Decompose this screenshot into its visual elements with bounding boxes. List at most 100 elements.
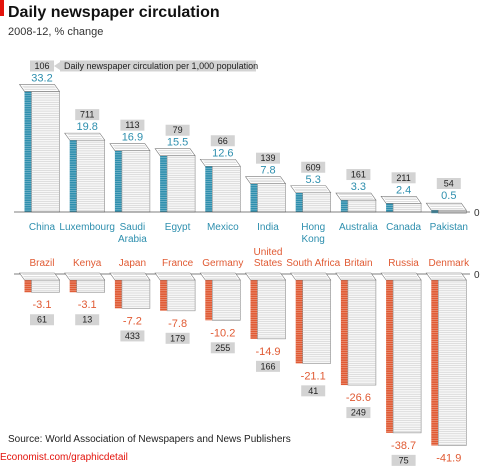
category-label: Hong	[301, 222, 325, 233]
bar-down-9	[425, 272, 467, 446]
category-label: Germany	[202, 258, 243, 269]
per-1000-value: 179	[170, 333, 185, 343]
category-label: Britain	[344, 258, 372, 269]
per-1000-badge	[165, 332, 190, 344]
category-label: Japan	[119, 258, 146, 269]
value-label: 3.3	[351, 181, 366, 193]
value-label: 7.8	[260, 165, 275, 177]
category-label: Saudi	[120, 222, 146, 233]
bar-down-7	[335, 272, 377, 386]
per-1000-value: 711	[80, 110, 94, 120]
value-label: 5.3	[306, 174, 321, 186]
category-label: Pakistan	[430, 222, 468, 233]
category-label: Australia	[339, 222, 378, 233]
per-1000-value: 113	[125, 120, 139, 130]
per-1000-value: 211	[396, 173, 410, 183]
baseline-zero-lower: 0	[474, 270, 480, 281]
per-1000-badge	[165, 124, 190, 136]
category-label: Mexico	[207, 222, 239, 233]
per-1000-badge	[301, 385, 326, 397]
per-1000-value: 41	[308, 386, 318, 396]
category-label: Kenya	[73, 258, 102, 269]
value-label: 16.9	[122, 132, 143, 144]
chart-title: Daily newspaper circulation	[8, 4, 220, 21]
category-label: Russia	[388, 258, 419, 269]
per-1000-badge	[120, 330, 145, 342]
chart-subtitle: 2008-12, % change	[8, 26, 104, 38]
per-1000-badge	[75, 109, 100, 121]
per-1000-value: 66	[218, 136, 228, 146]
category-label: Egypt	[165, 222, 191, 233]
category-label: Kong	[302, 234, 325, 245]
per-1000-value: 75	[399, 455, 409, 465]
per-1000-badge	[346, 407, 371, 419]
per-1000-value: 79	[173, 125, 183, 135]
per-1000-badge	[256, 360, 280, 372]
bar-down-2	[109, 272, 151, 309]
value-label: 2.4	[396, 184, 411, 196]
value-label: -41.9	[436, 453, 461, 465]
bar-down-4	[199, 272, 241, 321]
value-label: 0.5	[441, 190, 456, 202]
value-label: 33.2	[31, 72, 52, 84]
category-label: Arabia	[118, 234, 147, 245]
per-1000-value: 139	[260, 153, 275, 163]
source-note: Source: World Association of Newspapers …	[8, 434, 291, 445]
legend-badge	[60, 60, 256, 72]
bar-up-4	[199, 158, 241, 213]
value-label: 15.5	[167, 137, 188, 149]
per-1000-badge	[301, 161, 326, 173]
bar-up-7	[335, 192, 377, 213]
brand-red-mark	[0, 0, 4, 16]
bar-down-5	[244, 272, 287, 340]
bar-up-3	[154, 148, 196, 213]
per-1000-value: 249	[351, 408, 366, 418]
per-1000-badge	[30, 314, 54, 326]
per-1000-value: 166	[260, 361, 275, 371]
legend-label: Daily newspaper circulation per 1,000 po…	[64, 61, 258, 71]
category-label: Brazil	[29, 258, 54, 269]
bar-up-1	[64, 132, 106, 213]
credit-link[interactable]: Economist.com/graphicdetail	[0, 452, 128, 463]
per-1000-value: 433	[125, 331, 140, 341]
category-label: Luxembourg	[59, 222, 115, 233]
bar-up-5	[244, 176, 287, 213]
per-1000-badge	[391, 172, 416, 184]
legend-pointer	[54, 61, 60, 70]
per-1000-badge	[210, 135, 235, 147]
per-1000-value: 54	[444, 179, 454, 189]
per-1000-value: 161	[351, 170, 366, 180]
category-label: Denmark	[429, 258, 471, 269]
per-1000-value: 609	[306, 162, 321, 172]
bar-down-8	[380, 272, 422, 434]
bar-up-2	[109, 143, 151, 213]
value-label: -3.1	[33, 299, 52, 311]
per-1000-badge	[120, 119, 145, 131]
bar-up-8	[380, 195, 422, 213]
category-label: Canada	[386, 222, 421, 233]
bar-down-0	[18, 272, 61, 293]
category-label: South Africa	[286, 258, 340, 269]
per-1000-value: 255	[215, 343, 230, 353]
value-label: -26.6	[346, 392, 371, 404]
category-label: France	[162, 258, 194, 269]
value-label: -38.7	[391, 440, 416, 452]
bar-down-3	[154, 272, 196, 312]
baseline-zero-upper: 0	[474, 208, 480, 219]
category-label: States	[254, 258, 282, 269]
per-1000-badge	[436, 178, 461, 189]
value-label: -21.1	[301, 370, 326, 382]
bar-up-0	[18, 84, 61, 213]
per-1000-value: 13	[82, 315, 92, 325]
value-label: -10.2	[210, 327, 235, 339]
bar-up-6	[290, 185, 332, 213]
per-1000-badge	[210, 342, 235, 354]
value-label: -7.2	[123, 315, 142, 327]
bar-down-6	[290, 272, 332, 364]
per-1000-badge	[346, 169, 371, 181]
per-1000-badge	[75, 314, 100, 326]
per-1000-value: 61	[37, 315, 47, 325]
category-label: China	[29, 222, 56, 233]
bar-down-1	[64, 272, 106, 293]
